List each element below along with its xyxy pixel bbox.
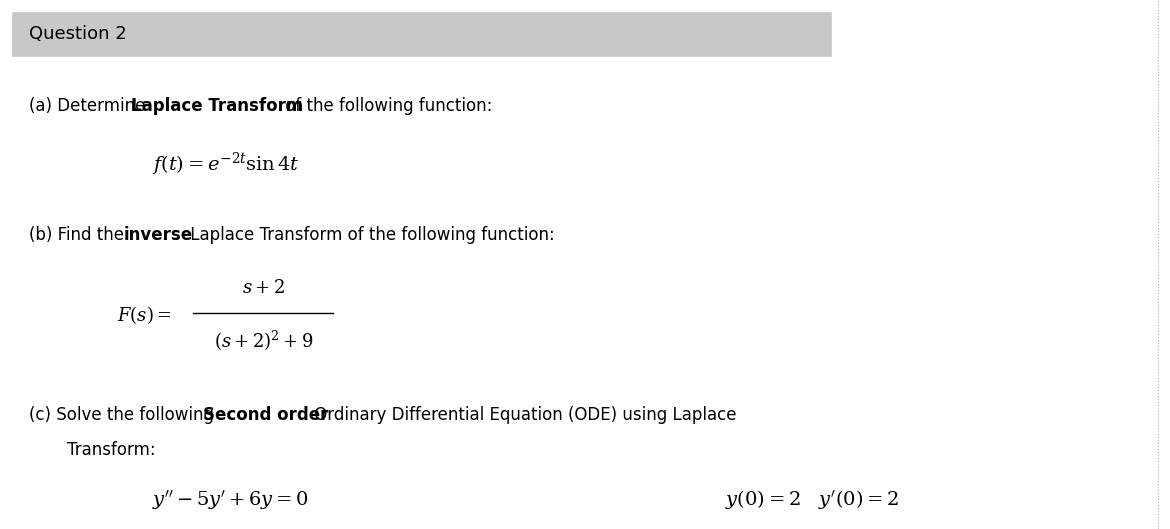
Text: Laplace Transform of the following function:: Laplace Transform of the following funct… [185,226,555,244]
Text: $F(s) =$: $F(s) =$ [117,304,172,326]
FancyBboxPatch shape [12,12,831,56]
Text: $y(0) = 2 \quad y'(0) = 2$: $y(0) = 2 \quad y'(0) = 2$ [725,488,900,512]
Text: Transform:: Transform: [67,441,156,459]
Text: $f(t) = e^{-2t}\sin 4t$: $f(t) = e^{-2t}\sin 4t$ [152,150,300,178]
Text: Question 2: Question 2 [29,25,128,43]
Text: (a) Determine: (a) Determine [29,97,151,115]
Text: $s+2$: $s+2$ [242,279,284,297]
Text: inverse: inverse [124,226,193,244]
Text: $y'' - 5y' + 6y = 0$: $y'' - 5y' + 6y = 0$ [152,488,309,512]
Text: Ordinary Differential Equation (ODE) using Laplace: Ordinary Differential Equation (ODE) usi… [309,406,736,424]
Text: (c) Solve the following: (c) Solve the following [29,406,220,424]
Text: $(s+2)^2+9$: $(s+2)^2+9$ [213,329,314,353]
Text: Second order: Second order [204,406,329,424]
Text: (b) Find the: (b) Find the [29,226,130,244]
Text: Laplace Transform: Laplace Transform [131,97,303,115]
Text: of the following function:: of the following function: [280,97,493,115]
